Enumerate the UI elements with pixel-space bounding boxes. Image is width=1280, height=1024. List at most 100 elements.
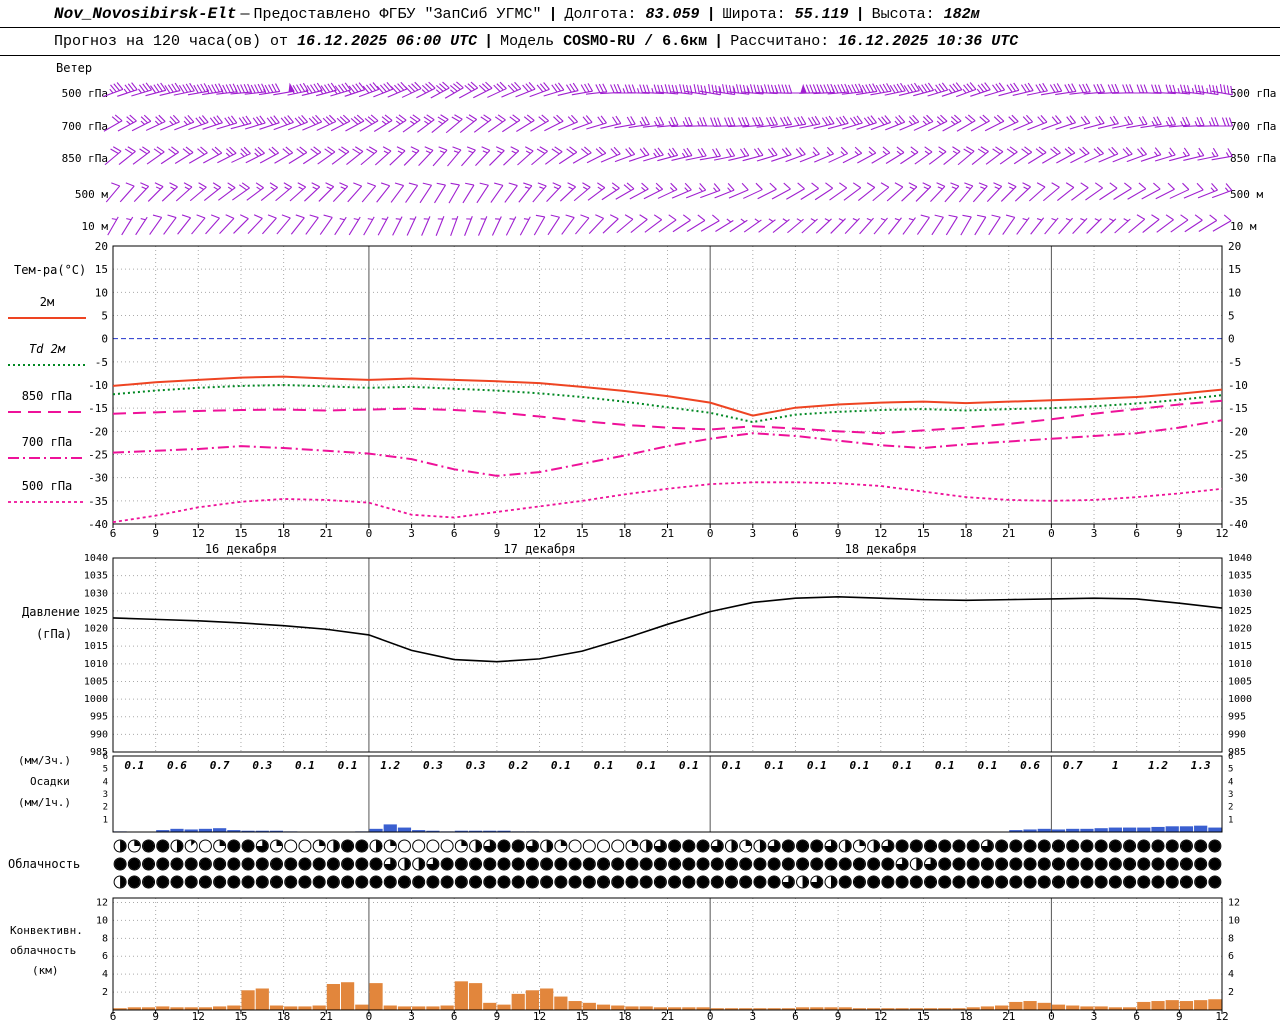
svg-text:15: 15 [234, 527, 247, 540]
svg-text:1015: 1015 [84, 641, 108, 652]
svg-text:0.1: 0.1 [551, 759, 571, 772]
model-label: Модель [500, 33, 555, 50]
svg-text:2: 2 [102, 987, 108, 998]
svg-text:1020: 1020 [84, 624, 108, 635]
svg-text:-5: -5 [1228, 356, 1241, 369]
svg-text:12: 12 [533, 1010, 546, 1022]
svg-text:0.1: 0.1 [594, 759, 614, 772]
svg-text:12: 12 [1215, 527, 1228, 540]
station-name: Nov_Novosibirsk-Elt [54, 5, 237, 23]
svg-text:1: 1 [1112, 759, 1119, 772]
svg-text:985: 985 [1228, 747, 1246, 758]
svg-text:18: 18 [618, 1010, 631, 1022]
svg-text:12: 12 [874, 527, 887, 540]
svg-text:-15: -15 [1228, 402, 1248, 415]
svg-text:12: 12 [192, 527, 205, 540]
svg-text:990: 990 [1228, 729, 1246, 740]
svg-text:15: 15 [917, 527, 930, 540]
svg-text:6: 6 [1133, 1010, 1140, 1022]
svg-text:0.1: 0.1 [892, 759, 912, 772]
svg-text:Конвективн.: Конвективн. [10, 924, 83, 937]
svg-text:12: 12 [874, 1010, 887, 1022]
svg-text:12: 12 [96, 897, 108, 908]
svg-text:12: 12 [1228, 897, 1240, 908]
svg-text:0.1: 0.1 [722, 759, 742, 772]
svg-text:-25: -25 [88, 449, 108, 462]
svg-text:18: 18 [959, 1010, 972, 1022]
svg-text:6: 6 [110, 527, 117, 540]
svg-text:2м: 2м [40, 295, 54, 309]
svg-text:1035: 1035 [84, 571, 108, 582]
calc-label: Рассчитано: [730, 33, 830, 50]
svg-text:Осадки: Осадки [30, 775, 70, 788]
svg-text:-20: -20 [1228, 425, 1248, 438]
svg-text:1025: 1025 [1228, 606, 1252, 617]
svg-text:12: 12 [533, 527, 546, 540]
svg-text:850 гПа: 850 гПа [22, 389, 73, 403]
svg-text:-40: -40 [1228, 518, 1248, 531]
svg-text:0: 0 [101, 333, 108, 346]
svg-text:1040: 1040 [84, 553, 108, 564]
svg-text:0.1: 0.1 [764, 759, 784, 772]
svg-text:8: 8 [1228, 933, 1234, 944]
svg-text:15: 15 [576, 527, 589, 540]
header-dash: — [240, 6, 250, 23]
svg-text:10: 10 [1228, 286, 1241, 299]
svg-text:2: 2 [1228, 803, 1233, 813]
svg-text:9: 9 [152, 527, 159, 540]
svg-text:9: 9 [494, 527, 501, 540]
svg-text:0: 0 [707, 527, 714, 540]
svg-text:20: 20 [1228, 240, 1241, 253]
svg-text:850 гПа: 850 гПа [1230, 152, 1276, 165]
svg-text:-5: -5 [95, 356, 108, 369]
svg-text:500 м: 500 м [1230, 188, 1263, 201]
svg-text:облачность: облачность [10, 944, 76, 957]
svg-text:1: 1 [103, 815, 108, 825]
svg-text:0.1: 0.1 [295, 759, 315, 772]
svg-text:(мм/3ч.): (мм/3ч.) [18, 754, 71, 767]
longitude-value: 83.059 [645, 6, 700, 23]
meteogram-chart: Ветер 500 гПа 500 гПа 700 гПа 700 гПа 850 гПа… [8, 61, 1276, 1022]
svg-text:0.1: 0.1 [935, 759, 955, 772]
svg-text:0.1: 0.1 [977, 759, 997, 772]
svg-text:0.3: 0.3 [423, 759, 443, 772]
svg-text:10: 10 [95, 286, 108, 299]
altitude-label: Высота: [871, 6, 935, 23]
svg-text:0.7: 0.7 [1063, 759, 1083, 772]
separator: | [548, 6, 558, 23]
svg-text:1005: 1005 [84, 676, 108, 687]
header-line-2: Прогноз на 120 часа(ов) от 16.12.2025 06… [0, 28, 1280, 56]
svg-text:500 м: 500 м [75, 188, 108, 201]
svg-text:3: 3 [1091, 1010, 1098, 1022]
header-line-1: Nov_Novosibirsk-Elt — Предоставлено ФГБУ "… [0, 0, 1280, 28]
svg-text:6: 6 [792, 1010, 799, 1022]
svg-text:0.1: 0.1 [636, 759, 656, 772]
svg-text:8: 8 [102, 933, 108, 944]
svg-text:9: 9 [1176, 527, 1183, 540]
svg-text:3: 3 [103, 790, 108, 800]
svg-text:(гПа): (гПа) [36, 627, 72, 641]
calc-time: 16.12.2025 10:36 UTC [838, 33, 1019, 50]
svg-text:9: 9 [835, 527, 842, 540]
svg-text:10 м: 10 м [82, 220, 109, 233]
svg-text:-10: -10 [1228, 379, 1248, 392]
svg-text:21: 21 [1002, 527, 1015, 540]
svg-text:0: 0 [1048, 527, 1055, 540]
svg-text:(мм/1ч.): (мм/1ч.) [18, 796, 71, 809]
svg-text:3: 3 [1228, 790, 1233, 800]
svg-text:-20: -20 [88, 425, 108, 438]
svg-text:1005: 1005 [1228, 676, 1252, 687]
svg-text:700 гПа: 700 гПа [1230, 120, 1276, 133]
svg-text:500 гПа: 500 гПа [22, 479, 73, 493]
svg-text:6: 6 [451, 527, 458, 540]
svg-text:Ветер: Ветер [56, 61, 92, 75]
svg-text:1035: 1035 [1228, 571, 1252, 582]
svg-text:12: 12 [192, 1010, 205, 1022]
svg-text:0.1: 0.1 [124, 759, 144, 772]
svg-text:0.1: 0.1 [807, 759, 827, 772]
svg-text:1.2: 1.2 [1148, 759, 1168, 772]
svg-text:1020: 1020 [1228, 624, 1252, 635]
svg-text:15: 15 [576, 1010, 589, 1022]
svg-text:850 гПа: 850 гПа [62, 152, 108, 165]
svg-text:1025: 1025 [84, 606, 108, 617]
